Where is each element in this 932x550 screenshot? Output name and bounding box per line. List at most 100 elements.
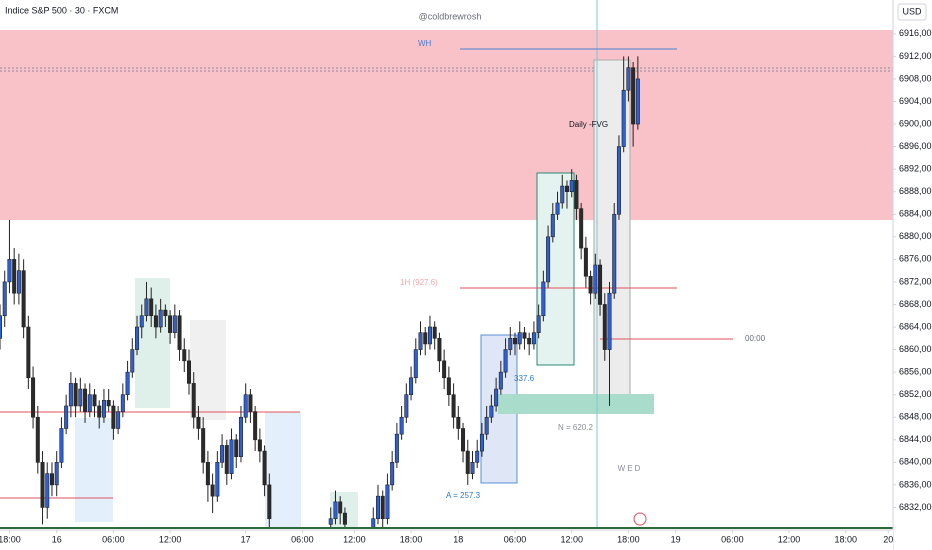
- candle-body: [456, 416, 461, 429]
- candle-body: [253, 411, 258, 441]
- y-tick-label: 6840,00: [899, 457, 932, 467]
- x-tick-label: 06:00: [291, 534, 314, 544]
- candle-body: [513, 337, 518, 345]
- candle-body: [153, 315, 158, 328]
- candle-body: [87, 394, 92, 412]
- candle-body: [612, 213, 617, 294]
- note: N = 620.2: [558, 423, 593, 432]
- candle-body: [442, 360, 447, 379]
- y-tick-label: 6844,00: [899, 434, 932, 444]
- candle-body: [201, 428, 206, 463]
- candle-body: [186, 360, 191, 384]
- candle-body: [116, 411, 121, 429]
- x-tick-label: 12:00: [778, 534, 801, 544]
- candle-body: [12, 259, 17, 294]
- candle-body: [380, 495, 385, 520]
- candle-body: [479, 433, 484, 452]
- y-tick-label: 6876,00: [899, 254, 932, 264]
- note: WED: [618, 464, 643, 473]
- candle-body: [404, 394, 409, 418]
- note: 00:00: [745, 334, 766, 343]
- candle-body: [2, 281, 7, 317]
- watermark: @coldbrewrosh: [419, 11, 482, 21]
- candle-body: [432, 326, 437, 339]
- candle-body: [371, 518, 376, 528]
- y-tick-label: 6900,00: [899, 118, 932, 128]
- candle-body: [7, 259, 12, 283]
- y-tick-label: 6888,00: [899, 186, 932, 196]
- candle-body: [498, 371, 503, 390]
- candle-body: [21, 270, 26, 328]
- candle-body: [101, 400, 106, 418]
- y-tick-label: 6832,00: [899, 502, 932, 512]
- candle-body: [465, 450, 470, 474]
- y-tick-label: 6908,00: [899, 73, 932, 83]
- x-tick-label: 20: [883, 534, 893, 544]
- candle-body: [205, 462, 210, 486]
- candle-body: [579, 208, 584, 249]
- candle-body: [144, 298, 149, 317]
- candle-body: [196, 416, 201, 429]
- candle-body: [243, 394, 248, 418]
- y-tick-label: 6856,00: [899, 367, 932, 377]
- session-box: [190, 320, 226, 420]
- candle-body: [182, 349, 187, 362]
- candle-body: [139, 315, 144, 328]
- candle-body: [631, 67, 636, 125]
- candle-body: [130, 349, 135, 373]
- y-tick-label: 6872,00: [899, 276, 932, 286]
- candle-body: [73, 383, 78, 407]
- candle-body: [328, 518, 333, 525]
- candle-body: [574, 180, 579, 209]
- candle-body: [234, 439, 239, 458]
- candle-body: [333, 501, 338, 520]
- candle-body: [569, 180, 574, 193]
- candle-body: [248, 394, 253, 412]
- candle-body: [64, 405, 69, 429]
- candle-body: [262, 450, 267, 486]
- candle-body: [97, 405, 102, 418]
- y-tick-label: 6848,00: [899, 412, 932, 422]
- y-tick-label: 6904,00: [899, 96, 932, 106]
- x-tick-label: 18:00: [834, 534, 857, 544]
- candle-body: [621, 89, 626, 147]
- candle-body: [31, 377, 36, 418]
- candle-body: [583, 247, 588, 277]
- candle-body: [220, 445, 225, 463]
- y-tick-label: 6868,00: [899, 299, 932, 309]
- price-axis: [893, 0, 932, 550]
- candle-body: [158, 309, 163, 328]
- candle-body: [394, 433, 399, 463]
- x-tick-label: 18: [453, 534, 463, 544]
- candle-body: [635, 78, 640, 125]
- candle-body: [224, 445, 229, 474]
- candle-body: [385, 484, 390, 520]
- candle-body: [555, 202, 560, 215]
- candle-body: [26, 326, 31, 379]
- currency-box[interactable]: [897, 3, 927, 21]
- candle-body: [418, 332, 423, 350]
- x-tick-label: 18:00: [617, 534, 640, 544]
- candle-body: [45, 473, 50, 508]
- candle-body: [106, 400, 111, 407]
- alert-icon[interactable]: [633, 512, 647, 526]
- x-tick-label: 18:00: [0, 534, 21, 544]
- candle-body: [172, 315, 177, 333]
- candle-body: [560, 185, 565, 204]
- candle-body: [522, 332, 527, 339]
- candle-body: [78, 388, 83, 407]
- candle-body: [409, 377, 414, 395]
- candle-body: [489, 405, 494, 418]
- x-tick-label: 06:00: [504, 534, 527, 544]
- candle-body: [191, 383, 196, 418]
- candle-body: [375, 495, 380, 520]
- candle-body: [564, 185, 569, 193]
- note: A = 257.3: [446, 491, 481, 500]
- y-tick-label: 6860,00: [899, 344, 932, 354]
- candle-body: [210, 484, 215, 497]
- candle-body: [177, 315, 182, 350]
- x-tick-label: 18:00: [400, 534, 423, 544]
- session-box: [135, 278, 170, 408]
- candles: [0, 56, 640, 528]
